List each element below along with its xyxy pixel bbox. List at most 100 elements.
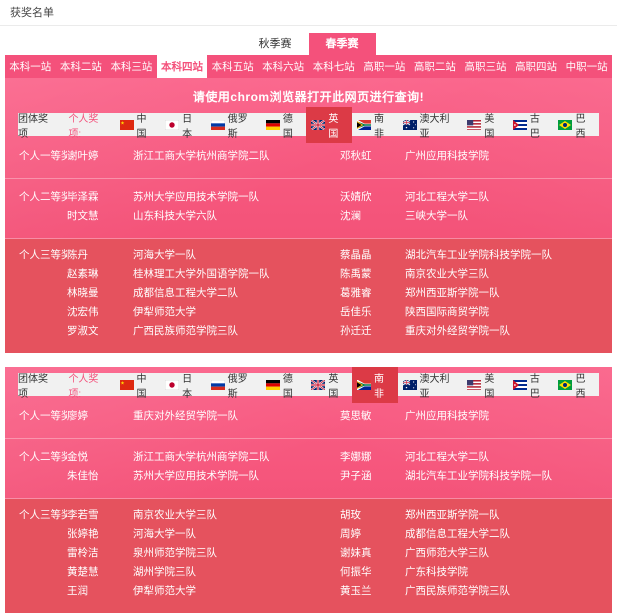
winner-name: 毕泽霖 <box>67 191 99 203</box>
section-divider <box>5 238 612 239</box>
individual-awards-label[interactable]: 个人奖项: <box>68 373 99 400</box>
station-tab[interactable]: 中职一站 <box>565 61 608 73</box>
winner-name: 葛雅睿 <box>340 287 372 299</box>
country-filter-gb[interactable]: 英国 <box>306 367 352 403</box>
page-header: 获奖名单 <box>0 0 617 26</box>
station-tab[interactable]: 本科五站 <box>211 61 254 73</box>
station-tab[interactable]: 本科二站 <box>59 61 102 73</box>
winner-name: 沈澜 <box>340 210 361 222</box>
winner-name: 谢叶婷 <box>67 150 99 162</box>
country-name: 中国 <box>136 373 147 400</box>
section-divider <box>5 498 612 499</box>
winner-school: 河北工程大学二队 <box>405 451 489 463</box>
station-tab[interactable]: 高职一站 <box>363 61 406 73</box>
country-name: 南非 <box>373 113 384 140</box>
winner-name: 胡玫 <box>340 509 361 521</box>
country-filter-ru[interactable]: 俄罗斯 <box>206 107 261 143</box>
winner-school: 浙江工商大学杭州商学院二队 <box>133 150 270 162</box>
winner-school: 广西民族师范学院三队 <box>405 585 510 597</box>
country-filter-jp[interactable]: 日本 <box>160 367 206 403</box>
country-name: 英国 <box>328 373 339 400</box>
winner-school: 伊犁师范大学 <box>133 306 196 318</box>
country-name: 日本 <box>182 373 193 400</box>
winner-school: 郑州西亚斯学院一队 <box>405 509 500 521</box>
winner-school: 重庆对外经贸学院一队 <box>405 325 510 337</box>
country-filter-za[interactable]: 南非 <box>352 107 398 143</box>
country-name: 俄罗斯 <box>227 113 248 140</box>
country-filter-cn[interactable]: 中国 <box>115 107 161 143</box>
season-tabs: 秋季赛 春季赛 <box>0 33 617 55</box>
winner-school: 湖北汽车工业学院科技学院一队 <box>405 249 552 261</box>
winner-name: 沃婧欣 <box>340 191 372 203</box>
country-name: 美国 <box>484 373 495 400</box>
winner-school: 湖州学院三队 <box>133 566 196 578</box>
winner-school: 成都信息工程大学二队 <box>133 287 238 299</box>
country-filter-br[interactable]: 巴西 <box>553 367 599 403</box>
winner-school: 南京农业大学三队 <box>405 268 489 280</box>
country-filter-br[interactable]: 巴西 <box>553 107 599 143</box>
season-tab[interactable]: 秋季赛 <box>258 38 292 50</box>
winner-name: 周婷 <box>340 528 361 540</box>
station-tab[interactable]: 本科三站 <box>110 61 153 73</box>
station-tab[interactable]: 本科一站 <box>9 61 52 73</box>
award-row: 雷柃洁 泉州师范学院三队 谢妹真 广西师范大学三队 <box>5 544 612 563</box>
winner-school: 郑州西亚斯学院一队 <box>405 287 500 299</box>
winner-school: 河海大学一队 <box>133 528 196 540</box>
country-filter-cn[interactable]: 中国 <box>115 367 161 403</box>
winner-name: 朱佳怡 <box>67 470 99 482</box>
country-filter-cu[interactable]: 古巴 <box>508 107 554 143</box>
station-tab[interactable]: 本科四站 <box>156 55 208 78</box>
country-filter-us[interactable]: 美国 <box>462 367 508 403</box>
winner-school: 苏州大学应用技术学院一队 <box>133 191 259 203</box>
country-filter-de[interactable]: 德国 <box>261 107 307 143</box>
award-row: 个人三等奖:李若雪 南京农业大学三队 胡玫 郑州西亚斯学院一队 <box>5 506 612 525</box>
station-tab[interactable]: 高职四站 <box>515 61 558 73</box>
team-awards-label[interactable]: 团体奖项 <box>18 373 48 400</box>
page-title: 获奖名单 <box>10 7 54 19</box>
station-tab[interactable]: 高职三站 <box>464 61 507 73</box>
country-filter-ru[interactable]: 俄罗斯 <box>206 367 261 403</box>
country-filter-za[interactable]: 南非 <box>351 367 398 403</box>
award-row: 个人二等奖:金悦 浙江工商大学杭州商学院二队 李娜娜 河北工程大学二队 <box>5 448 612 467</box>
winner-name: 廖婷 <box>67 410 88 422</box>
award-section-first: 个人一等奖:谢叶婷 浙江工商大学杭州商学院二队 邓秋虹 广州应用科技学院 <box>5 136 612 178</box>
country-filter-de[interactable]: 德国 <box>261 367 307 403</box>
country-filter-jp[interactable]: 日本 <box>160 107 206 143</box>
block-gap <box>5 353 612 367</box>
winner-name: 陈丹 <box>67 249 88 261</box>
winner-name: 林晓曼 <box>67 287 99 299</box>
winner-school: 南京农业大学三队 <box>133 509 217 521</box>
winner-name: 赵素琳 <box>67 268 99 280</box>
award-tier-label <box>19 544 67 563</box>
winner-name: 李若雪 <box>67 509 99 521</box>
country-filter-bar: 团体奖项 个人奖项: 中国 日本 俄罗斯 德国 英国 南非 澳大利亚 美国 古巴 巴西 <box>18 106 599 143</box>
winner-school: 陕西国际商贸学院 <box>405 306 489 318</box>
country-name: 俄罗斯 <box>227 373 248 400</box>
station-tab[interactable]: 本科六站 <box>262 61 305 73</box>
au-flag-icon <box>402 379 417 390</box>
country-name: 南非 <box>373 373 384 400</box>
country-filter-au[interactable]: 澳大利亚 <box>398 367 463 403</box>
country-filter-gb[interactable]: 英国 <box>306 106 352 143</box>
country-filter-us[interactable]: 美国 <box>462 107 508 143</box>
cu-flag-icon <box>512 379 527 390</box>
winner-school: 广西师范大学三队 <box>405 547 489 559</box>
winner-name: 尹子涵 <box>340 470 372 482</box>
country-name: 古巴 <box>529 373 540 400</box>
individual-awards-label[interactable]: 个人奖项: <box>68 113 99 140</box>
season-tab[interactable]: 春季赛 <box>308 33 376 55</box>
station-tab[interactable]: 高职二站 <box>413 61 456 73</box>
winner-name: 张婷艳 <box>67 528 99 540</box>
award-tier-label <box>19 525 67 544</box>
winner-name: 谢妹真 <box>340 547 372 559</box>
team-awards-label[interactable]: 团体奖项 <box>18 113 48 140</box>
country-filter-cu[interactable]: 古巴 <box>508 367 554 403</box>
country-filter-au[interactable]: 澳大利亚 <box>398 107 463 143</box>
award-tier-label <box>19 322 67 341</box>
au-flag-icon <box>402 119 417 130</box>
award-row: 林晓曼 成都信息工程大学二队 葛雅睿 郑州西亚斯学院一队 <box>5 284 612 303</box>
station-tab[interactable]: 本科七站 <box>312 61 355 73</box>
